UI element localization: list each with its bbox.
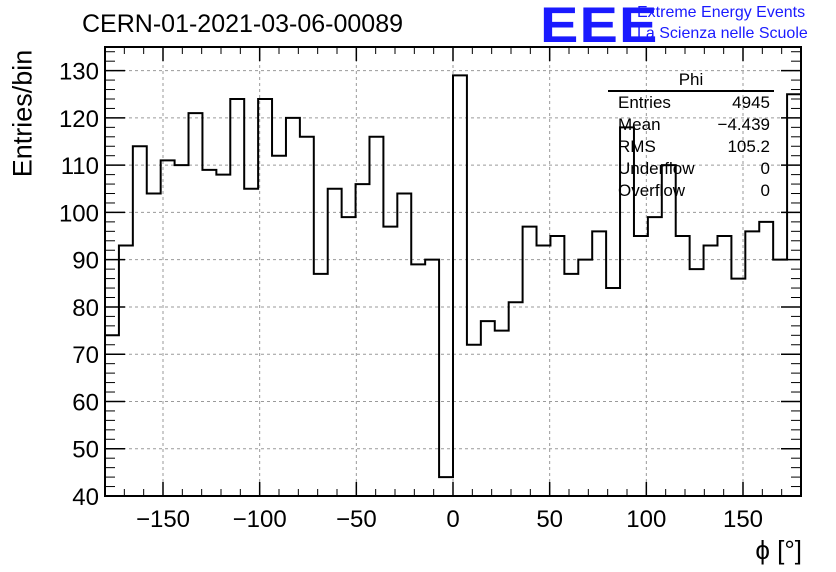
histogram-bin (328, 189, 342, 496)
y-tick-label: 40 (72, 484, 99, 511)
stats-value: −4.439 (717, 115, 770, 134)
histogram-bin (425, 260, 439, 496)
axis-ticks (104, 47, 802, 497)
histogram-bin (230, 99, 244, 496)
histogram-bin (272, 156, 286, 496)
stats-box: Phi Entries 4945 Mean −4.439 RMS 105.2 U… (608, 70, 774, 202)
histogram-bin (300, 137, 314, 496)
stats-label: Underflow (618, 159, 695, 178)
histogram-bin (787, 94, 801, 496)
x-tick-label: 0 (446, 506, 459, 533)
x-tick-label: −50 (336, 506, 377, 533)
stats-row-underflow: Underflow 0 (608, 158, 774, 180)
y-tick-label: 60 (72, 389, 99, 416)
histogram-bin (648, 217, 662, 496)
stats-label: Entries (618, 93, 671, 112)
histogram-bin (244, 189, 258, 496)
histogram-bin (606, 288, 620, 496)
y-tick-label: 100 (59, 200, 99, 227)
histogram-bin (550, 236, 564, 496)
stats-value: 4945 (732, 93, 770, 112)
histogram-bin (342, 217, 356, 496)
plot-frame (104, 46, 802, 497)
stats-label: Overflow (618, 181, 686, 200)
histogram-bin (439, 477, 453, 496)
histogram-bin (759, 222, 773, 496)
histogram-bin (495, 331, 509, 496)
x-tick-label: −150 (136, 506, 190, 533)
x-tick-label: 150 (723, 506, 763, 533)
histogram-bin (509, 302, 523, 496)
stats-title: Phi (608, 70, 774, 92)
histogram-bin (578, 260, 592, 496)
x-tick-label: 100 (626, 506, 666, 533)
y-tick-label: 110 (61, 153, 99, 180)
histogram-bin (662, 165, 676, 496)
eee-logo: EEE (540, 0, 659, 53)
histogram-bin (147, 194, 161, 496)
histogram-bin (453, 75, 467, 496)
y-tick-label: 120 (59, 106, 99, 133)
stats-row-entries: Entries 4945 (608, 92, 774, 114)
histogram-bin (258, 99, 272, 496)
stats-value: 0 (760, 159, 770, 178)
stats-value: 0 (760, 181, 770, 200)
stats-row-mean: Mean −4.439 (608, 114, 774, 136)
histogram-bin (704, 246, 718, 496)
histogram-bin (397, 194, 411, 496)
x-tick-label: −100 (233, 506, 287, 533)
tick-labels: −150 −100 −50 0 50 100 150 40 50 60 70 80 90 100 110 12… (59, 59, 763, 533)
histogram-bin (745, 231, 759, 496)
x-axis-label: ϕ [°] (755, 535, 802, 565)
histogram-bin (676, 236, 690, 496)
histogram-bin (133, 146, 147, 496)
y-axis-label: Entries/bin (7, 49, 38, 178)
histogram-outline (104, 74, 802, 496)
histogram-bin (564, 274, 578, 496)
chart-title: CERN-01-2021-03-06-00089 (82, 10, 404, 38)
histogram-bin (467, 345, 481, 496)
brand-line-2: La Scienza nelle Scuole (637, 25, 808, 42)
stats-label: Mean (618, 115, 661, 134)
stats-label: RMS (618, 137, 656, 156)
histogram-bin (717, 236, 731, 496)
histogram-bin (369, 137, 383, 496)
brand-line-1: Extreme Energy Events (637, 4, 806, 21)
histogram-bin (411, 264, 425, 496)
stats-value: 105.2 (727, 137, 770, 156)
histogram-bin (105, 335, 119, 496)
stats-row-rms: RMS 105.2 (608, 136, 774, 158)
histogram-bin (523, 227, 537, 496)
histogram-bin (773, 260, 787, 496)
histogram-bin (537, 246, 551, 496)
histogram-bin (119, 246, 133, 496)
y-tick-label: 130 (59, 59, 99, 86)
x-tick-label: 50 (536, 506, 563, 533)
y-tick-label: 50 (72, 437, 99, 464)
histogram-bin (216, 175, 230, 496)
y-tick-label: 80 (72, 295, 99, 322)
histogram-bin (202, 170, 216, 496)
histogram-bin (690, 269, 704, 496)
y-tick-label: 70 (72, 342, 99, 369)
y-tick-label: 90 (72, 248, 99, 275)
histogram-bin (175, 165, 189, 496)
histogram-bin (189, 113, 203, 496)
histogram-bin (481, 321, 495, 496)
histogram-bin (383, 227, 397, 496)
histogram-bin (634, 236, 648, 496)
stats-row-overflow: Overflow 0 (608, 180, 774, 202)
histogram-bin (592, 231, 606, 496)
